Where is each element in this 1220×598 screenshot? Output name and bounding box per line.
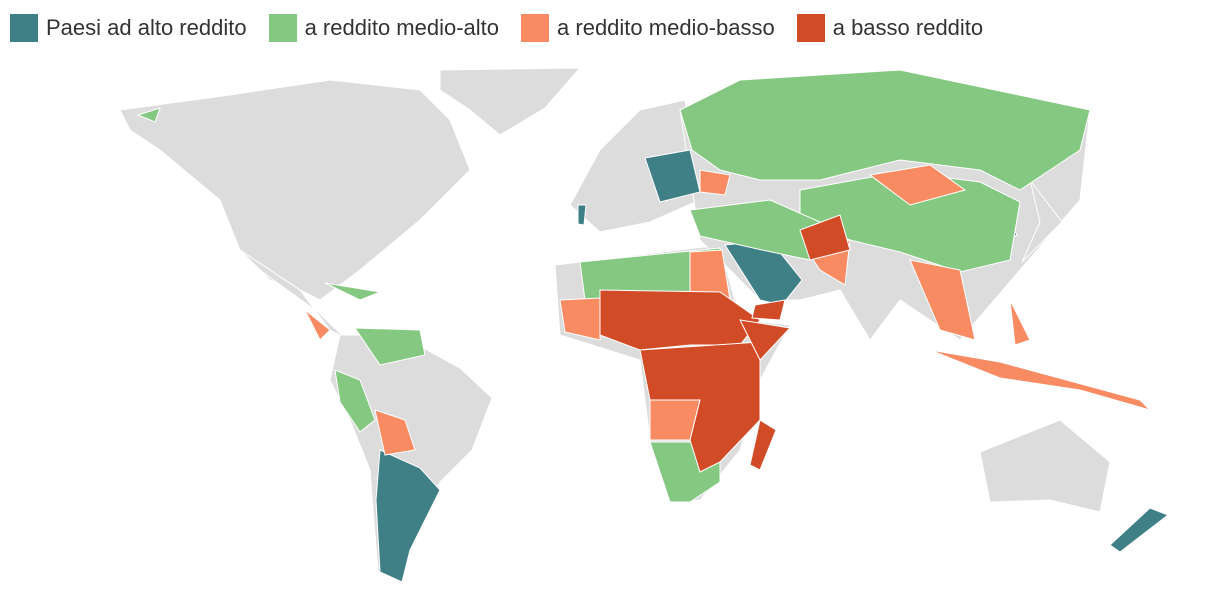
alaska-islands — [136, 107, 161, 123]
legend-item: Paesi ad alto reddito — [10, 14, 247, 42]
legend-swatch — [10, 14, 38, 42]
horn — [739, 319, 792, 361]
legend-label: Paesi ad alto reddito — [46, 15, 247, 40]
legend-swatch — [268, 14, 297, 42]
colombia — [354, 327, 426, 366]
southern-cone — [375, 449, 441, 583]
legend-swatch — [521, 14, 550, 42]
legend: Paesi ad alto reddito a reddito medio-alt… — [10, 14, 983, 42]
west-africa — [559, 297, 601, 341]
mexico — [239, 249, 346, 339]
peru — [334, 369, 376, 433]
legend-label: a reddito medio-basso — [557, 15, 775, 40]
afghanistan — [799, 214, 851, 261]
cuba — [324, 282, 382, 301]
greenland — [439, 67, 582, 136]
mongolia — [868, 164, 967, 206]
ukraine — [699, 169, 731, 196]
russia — [679, 69, 1091, 191]
legend-item: a basso reddito — [796, 14, 984, 42]
philippines — [1009, 299, 1031, 346]
yemen — [751, 299, 786, 321]
legend-label: a basso reddito — [832, 15, 984, 40]
new-zealand — [1109, 507, 1170, 553]
north-america — [119, 79, 471, 301]
bolivia — [374, 409, 416, 456]
madagascar — [749, 419, 777, 471]
legend-label: a reddito medio-alto — [304, 15, 500, 40]
japan — [1021, 179, 1063, 263]
australia — [979, 419, 1111, 513]
central-africa — [639, 341, 761, 473]
legend-item: a reddito medio-alto — [268, 14, 500, 42]
sahel — [599, 289, 761, 351]
legend-item: a reddito medio-basso — [521, 14, 775, 42]
legend-swatch — [796, 14, 825, 42]
portugal — [577, 204, 587, 226]
indonesia — [929, 349, 1152, 412]
se-asia — [909, 259, 976, 341]
central-america — [304, 309, 331, 341]
